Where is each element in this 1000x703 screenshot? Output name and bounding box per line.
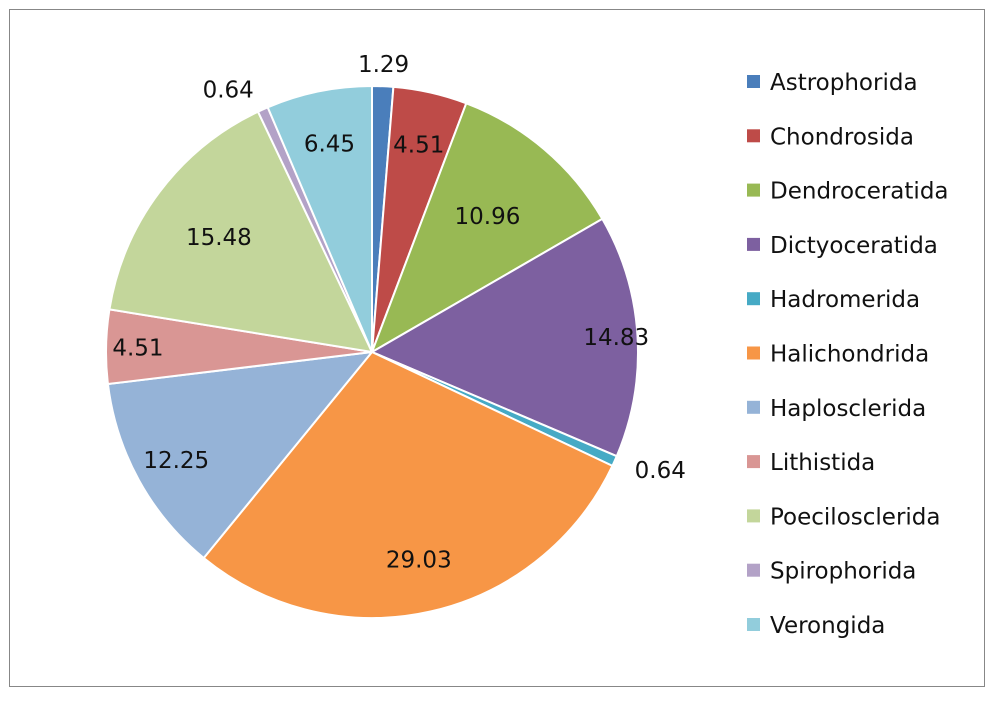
- legend-swatch-halichondrida: [747, 346, 760, 360]
- data-label-verongida: 6.45: [304, 132, 355, 158]
- pie-slices: [105, 84, 639, 619]
- legend-swatch-haplosclerida: [747, 400, 760, 414]
- legend-label-chondrosida: Chondrosida: [770, 124, 914, 150]
- data-label-lithistida: 4.51: [112, 335, 163, 361]
- legend-label-verongida: Verongida: [770, 613, 885, 639]
- legend-swatch-astrophorida: [747, 75, 760, 88]
- pie-slice-dendroceratida: [370, 101, 604, 355]
- data-label-chondrosida: 4.51: [393, 132, 444, 158]
- legend-label-poecilosclerida: Poecilosclerida: [770, 504, 940, 530]
- legend-swatch-dendroceratida: [747, 183, 760, 197]
- pie-slice-haplosclerida: [106, 350, 375, 560]
- data-label-hadromerida: 0.64: [635, 458, 686, 484]
- legend-swatch-poecilosclerida: [747, 509, 760, 523]
- pie-slice-halichondrida: [202, 350, 614, 619]
- legend-swatch-lithistida: [747, 455, 760, 469]
- data-label-dendroceratida: 10.96: [455, 204, 521, 230]
- data-label-haplosclerida: 12.25: [143, 448, 209, 474]
- legend-label-dendroceratida: Dendroceratida: [770, 179, 949, 205]
- legend-swatch-dictyoceratida: [747, 237, 760, 251]
- data-label-poecilosclerida: 15.48: [186, 225, 252, 251]
- legend-swatch-hadromerida: [747, 292, 760, 306]
- data-label-halichondrida: 29.03: [386, 548, 452, 574]
- pie-slice-verongida: [266, 84, 373, 353]
- legend-label-hadromerida: Hadromerida: [770, 287, 920, 313]
- legend-label-haplosclerida: Haplosclerida: [770, 396, 926, 422]
- data-label-spirophorida: 0.64: [203, 77, 254, 103]
- pie-slice-poecilosclerida: [108, 110, 374, 354]
- legend-label-spirophorida: Spirophorida: [770, 559, 916, 585]
- legend-swatch-chondrosida: [747, 129, 760, 143]
- legend-swatch-verongida: [747, 618, 760, 631]
- legend-swatch-spirophorida: [747, 563, 760, 577]
- pie-slice-dictyoceratida: [369, 217, 639, 458]
- legend: Astrophorida Chondrosida Dendroceratida Dic…: [747, 70, 949, 639]
- data-label-astrophorida: 1.29: [358, 52, 409, 78]
- legend-label-halichondrida: Halichondrida: [770, 342, 929, 368]
- legend-label-dictyoceratida: Dictyoceratida: [770, 233, 938, 259]
- data-labels: 1.29 4.51 10.96 14.83 0.64 29.03 12.25 4.51 15.4…: [112, 52, 686, 573]
- legend-label-lithistida: Lithistida: [770, 450, 875, 476]
- legend-label-astrophorida: Astrophorida: [770, 70, 918, 96]
- data-label-dictyoceratida: 14.83: [583, 325, 649, 351]
